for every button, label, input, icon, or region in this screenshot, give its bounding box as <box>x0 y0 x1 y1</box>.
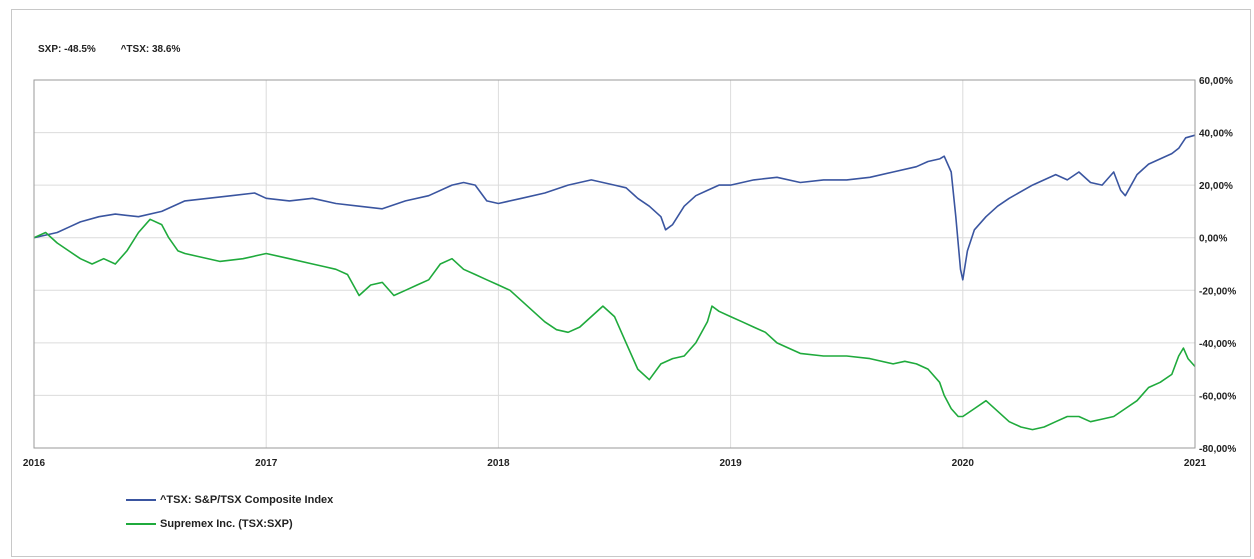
gridlines <box>33 79 1196 449</box>
legend-label-sxp: Supremex Inc. (TSX:SXP) <box>160 518 293 530</box>
x-tick-label: 2019 <box>719 458 742 469</box>
legend: ^TSX: S&P/TSX Composite Index Supremex I… <box>126 488 333 536</box>
x-tick-label: 2018 <box>487 458 510 469</box>
x-tick-label: 2017 <box>255 458 278 469</box>
y-tick-label: 40,00% <box>1199 129 1233 140</box>
y-tick-label: -20,00% <box>1199 286 1236 297</box>
legend-item-sxp: Supremex Inc. (TSX:SXP) <box>126 512 333 536</box>
chart-frame <box>11 9 1251 557</box>
legend-label-tsx: ^TSX: S&P/TSX Composite Index <box>160 494 334 506</box>
legend-swatch-tsx <box>126 499 156 501</box>
x-tick-label: 2020 <box>952 458 975 469</box>
y-tick-label: -40,00% <box>1199 339 1236 350</box>
y-tick-label: -60,00% <box>1199 391 1236 402</box>
y-tick-label: 0,00% <box>1199 234 1227 245</box>
legend-swatch-sxp <box>126 523 156 525</box>
y-axis-ticks: 60,00% 40,00% 20,00% 0,00% -20,00% -40,00% -60… <box>1199 76 1236 455</box>
plot-area <box>33 79 1196 449</box>
x-tick-label: 2021 <box>1184 458 1207 469</box>
sxp-return: SXP: -48.5% <box>38 44 96 55</box>
series-line-sxp <box>33 218 1196 431</box>
y-tick-label: 60,00% <box>1199 76 1233 87</box>
x-axis-ticks: 2016 2017 2018 2019 2020 2021 <box>23 458 1207 469</box>
x-tick-label: 2016 <box>23 458 46 469</box>
y-tick-label: -80,00% <box>1199 444 1236 455</box>
legend-item-tsx: ^TSX: S&P/TSX Composite Index <box>126 488 333 512</box>
tsx-return: ^TSX: 38.6% <box>120 44 181 55</box>
y-tick-label: 20,00% <box>1199 181 1233 192</box>
series-line-tsx <box>33 134 1196 281</box>
performance-summary: SXP: -48.5% ^TSX: 38.6% <box>38 44 202 55</box>
series-lines <box>33 134 1196 431</box>
